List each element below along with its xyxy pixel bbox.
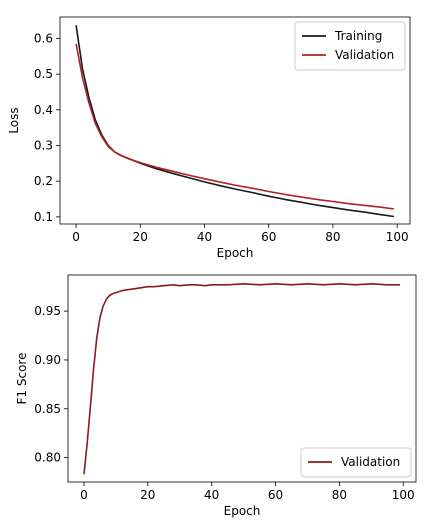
x-tick-label: 40	[197, 230, 212, 244]
legend-label-validation: Validation	[341, 455, 400, 469]
y-axis-title: Loss	[7, 107, 21, 133]
x-tick-label: 40	[204, 488, 219, 502]
legend-label-validation: Validation	[335, 48, 394, 62]
chart-1: 0 20 40 60 80 100 0.1 0.2 0.3 0.4 0.5 0.6 Epoch Loss T…	[7, 16, 411, 260]
y-tick-label: 0.3	[34, 138, 53, 152]
x-tick-label: 60	[268, 488, 283, 502]
axes-frame	[67, 274, 417, 483]
chart-2: 0 20 40 60 80 100 0.80 0.85 0.90 0.95 Epoch F1 Scor…	[15, 274, 417, 518]
x-tick-label: 80	[325, 230, 340, 244]
x-tick-label: 100	[392, 488, 415, 502]
y-tick-label: 0.6	[34, 31, 53, 45]
series-line-training	[75, 25, 395, 218]
y-tick-label: 0.80	[34, 451, 61, 465]
x-tick-label: 0	[80, 488, 88, 502]
y-tick-label: 0.4	[34, 103, 53, 117]
series-line-validation	[75, 43, 395, 210]
legend: Training Validation	[294, 21, 406, 71]
x-tick-label: 0	[72, 230, 80, 244]
series-line-validation	[83, 282, 400, 475]
x-axis-title: Epoch	[217, 246, 254, 260]
y-tick-label: 0.2	[34, 174, 53, 188]
x-axis-title: Epoch	[224, 504, 261, 518]
legend-box	[294, 21, 406, 71]
x-tick-label: 20	[140, 488, 155, 502]
legend-box	[300, 447, 412, 478]
legend: Validation	[300, 447, 412, 478]
y-tick-label: 0.95	[34, 304, 61, 318]
plot-area	[83, 282, 400, 475]
x-tick-label: 60	[261, 230, 276, 244]
x-tick-label: 20	[133, 230, 148, 244]
x-tick-label: 100	[386, 230, 409, 244]
plot-area	[75, 25, 395, 218]
y-tick-label: 0.85	[34, 402, 61, 416]
y-tick-label: 0.90	[34, 353, 61, 367]
y-tick-label: 0.1	[34, 210, 53, 224]
y-tick-label: 0.5	[34, 67, 53, 81]
y-axis-title: F1 Score	[15, 353, 29, 405]
x-tick-label: 80	[332, 488, 347, 502]
legend-label-training: Training	[334, 29, 382, 43]
axes-frame	[59, 16, 411, 225]
